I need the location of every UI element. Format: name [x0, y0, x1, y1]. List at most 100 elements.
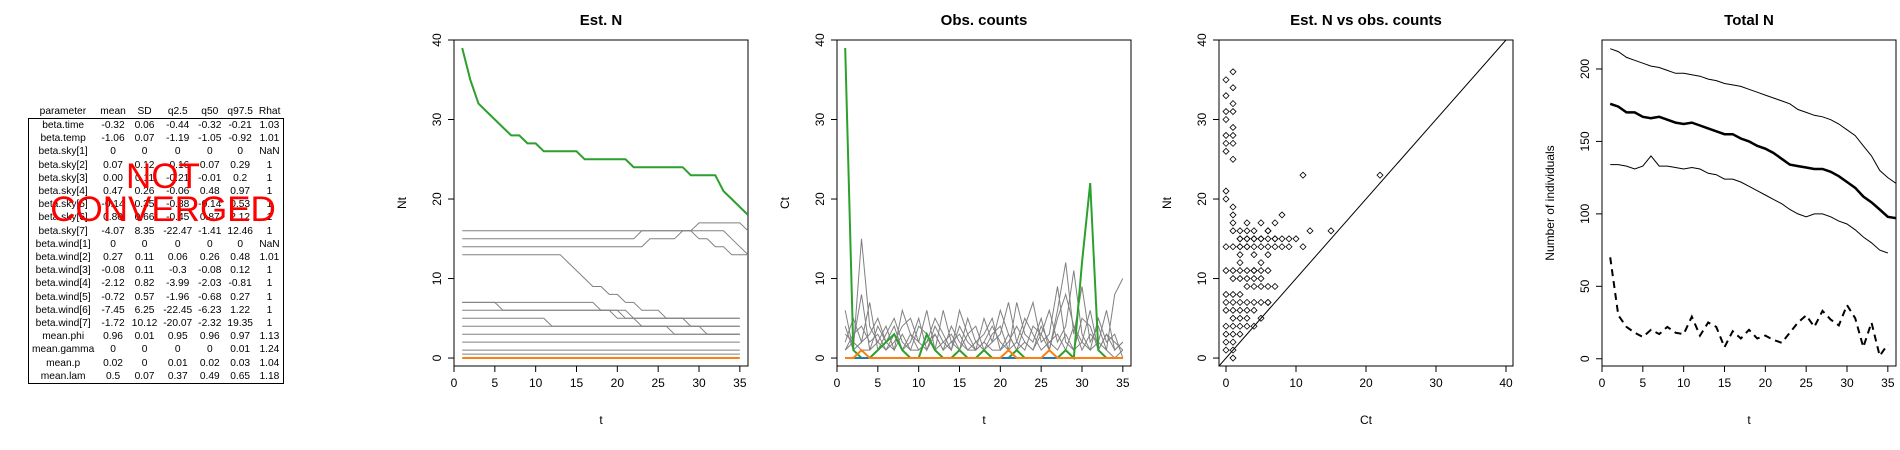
- y-tick-label: 30: [813, 113, 827, 127]
- scatter-point: [1292, 235, 1300, 243]
- series-line: [461, 47, 748, 216]
- table-cell: 0: [141, 146, 148, 158]
- table-row: beta.sky[1] 0 0 0 0 0 NaN: [29, 145, 284, 158]
- scatter-point: [1264, 227, 1272, 235]
- table-cell: -0.16: [166, 159, 190, 171]
- table-row: beta.wind[6] -7.45 6.25 -22.45 -6.23 1.22 1: [29, 304, 284, 317]
- table-cell: 1: [266, 199, 273, 211]
- scatter-point: [1257, 235, 1265, 243]
- scatter-point: [1236, 306, 1244, 314]
- table-cell: 0.07: [103, 159, 123, 171]
- table-cell: -0.92: [228, 133, 252, 145]
- scatter-point: [1278, 235, 1286, 243]
- table-cell: -22.45: [163, 304, 193, 316]
- table-cell: beta.sky[1]: [38, 146, 88, 158]
- scatter-point: [1229, 274, 1237, 283]
- scatter-point: [1243, 314, 1251, 322]
- x-tick-label: 5: [1639, 376, 1646, 390]
- table-cell: 0.27: [103, 252, 123, 264]
- table-cell: -3.99: [166, 278, 190, 290]
- scatter-point: [1236, 322, 1244, 330]
- table-cell: 10.12: [131, 318, 158, 330]
- column-header: mean: [100, 106, 126, 117]
- scatter-point: [1229, 100, 1237, 108]
- series-line: [845, 348, 1123, 359]
- x-tick-label: 5: [874, 376, 881, 390]
- table-cell: 0: [206, 146, 213, 158]
- scatter-point: [1264, 282, 1272, 291]
- series-line: [1610, 155, 1888, 254]
- y-axis-label: Number of individuals: [1543, 145, 1557, 260]
- chart-panel: Est. N vs obs. counts 0 10 20 30 40 0 10 20 30 40 C…: [1160, 12, 1514, 427]
- table-cell: 1: [266, 291, 273, 303]
- table-cell: mean.lam: [40, 370, 86, 382]
- scatter-point: [1250, 227, 1258, 235]
- scatter-point: [1243, 235, 1251, 243]
- column-header: Rhat: [258, 106, 281, 117]
- table-cell: -0.32: [198, 120, 222, 131]
- scatter-point: [1250, 322, 1258, 330]
- chart-title: Obs. counts: [941, 12, 1028, 29]
- table-cell: -2.12: [101, 278, 125, 290]
- x-tick-label: 20: [1359, 376, 1373, 390]
- table-row: beta.time -0.32 0.06 -0.44 -0.32 -0.21 1.03: [29, 119, 284, 133]
- scatter-point: [1243, 227, 1251, 235]
- y-tick-label: 0: [813, 354, 827, 361]
- x-tick-label: 15: [1718, 376, 1732, 390]
- table-cell: -20.07: [163, 318, 193, 330]
- table-row: mean.lam 0.5 0.07 0.37 0.49 0.65 1.18: [29, 370, 284, 384]
- table-row: mean.phi 0.96 0.01 0.95 0.96 0.97 1.13: [29, 330, 284, 343]
- scatter-point: [1236, 330, 1244, 338]
- table-cell: beta.sky[6]: [38, 212, 88, 224]
- scatter-point: [1222, 131, 1230, 139]
- table-cell: 1.03: [259, 120, 280, 131]
- table-row: beta.sky[7] -4.07 8.35 -22.47 -1.41 12.46 1: [29, 225, 284, 238]
- series-line: [844, 270, 1124, 359]
- y-axis-label: Nt: [395, 196, 409, 209]
- table-cell: -1.19: [166, 133, 190, 145]
- table-row: beta.wind[2] 0.27 0.11 0.06 0.26 0.48 1.01: [29, 251, 284, 264]
- scatter-point: [1271, 219, 1279, 227]
- x-axis-label: t: [982, 413, 986, 427]
- y-tick-label: 30: [1195, 113, 1209, 127]
- x-tick-label: 0: [834, 376, 841, 390]
- table-row: beta.sky[6] 0.80 0.66 -0.45 0.87 2.12 1: [29, 211, 284, 224]
- table-cell: 0.12: [134, 159, 155, 171]
- plot-frame: [1601, 39, 1897, 367]
- x-tick-label: 10: [529, 376, 543, 390]
- table-cell: -7.45: [101, 304, 125, 316]
- scatter-point: [1278, 211, 1286, 219]
- table-cell: 0: [237, 238, 243, 250]
- table-cell: 0: [110, 238, 116, 250]
- x-axis-label: t: [1747, 413, 1751, 427]
- series-line: [462, 309, 740, 319]
- table-cell: 1.24: [259, 344, 280, 356]
- table-cell: 0.01: [230, 344, 251, 356]
- x-tick-label: 30: [1075, 376, 1089, 390]
- x-tick-label: 35: [1881, 376, 1895, 390]
- table-cell: 0: [110, 344, 116, 356]
- scatter-point: [1257, 235, 1265, 243]
- scatter-point: [1229, 298, 1237, 306]
- table-cell: 1.18: [259, 370, 280, 382]
- table-cell: beta.wind[3]: [35, 265, 91, 277]
- table-cell: -0.32: [101, 120, 125, 131]
- data-layer: [1609, 48, 1896, 359]
- scatter-point: [1257, 298, 1265, 306]
- x-tick-label: 25: [1799, 376, 1813, 390]
- table-cell: 1: [266, 212, 273, 224]
- table-cell: 0: [174, 344, 181, 356]
- table-cell: 0.66: [134, 212, 155, 224]
- table-cell: 2.12: [230, 212, 251, 224]
- parameter-table: parameter mean SD q2.5 q50 q97.5 Rhat beta.tim…: [28, 105, 284, 384]
- table-cell: NaN: [259, 238, 280, 250]
- x-tick-label: 0: [1599, 376, 1606, 390]
- scatter-point: [1236, 259, 1244, 267]
- table-cell: 0.35: [134, 199, 155, 211]
- scatter-point: [1236, 290, 1244, 299]
- y-tick-label: 0: [1578, 355, 1592, 362]
- scatter-point: [1229, 107, 1237, 116]
- x-tick-label: 0: [451, 376, 458, 390]
- table-cell: 0.06: [167, 252, 188, 264]
